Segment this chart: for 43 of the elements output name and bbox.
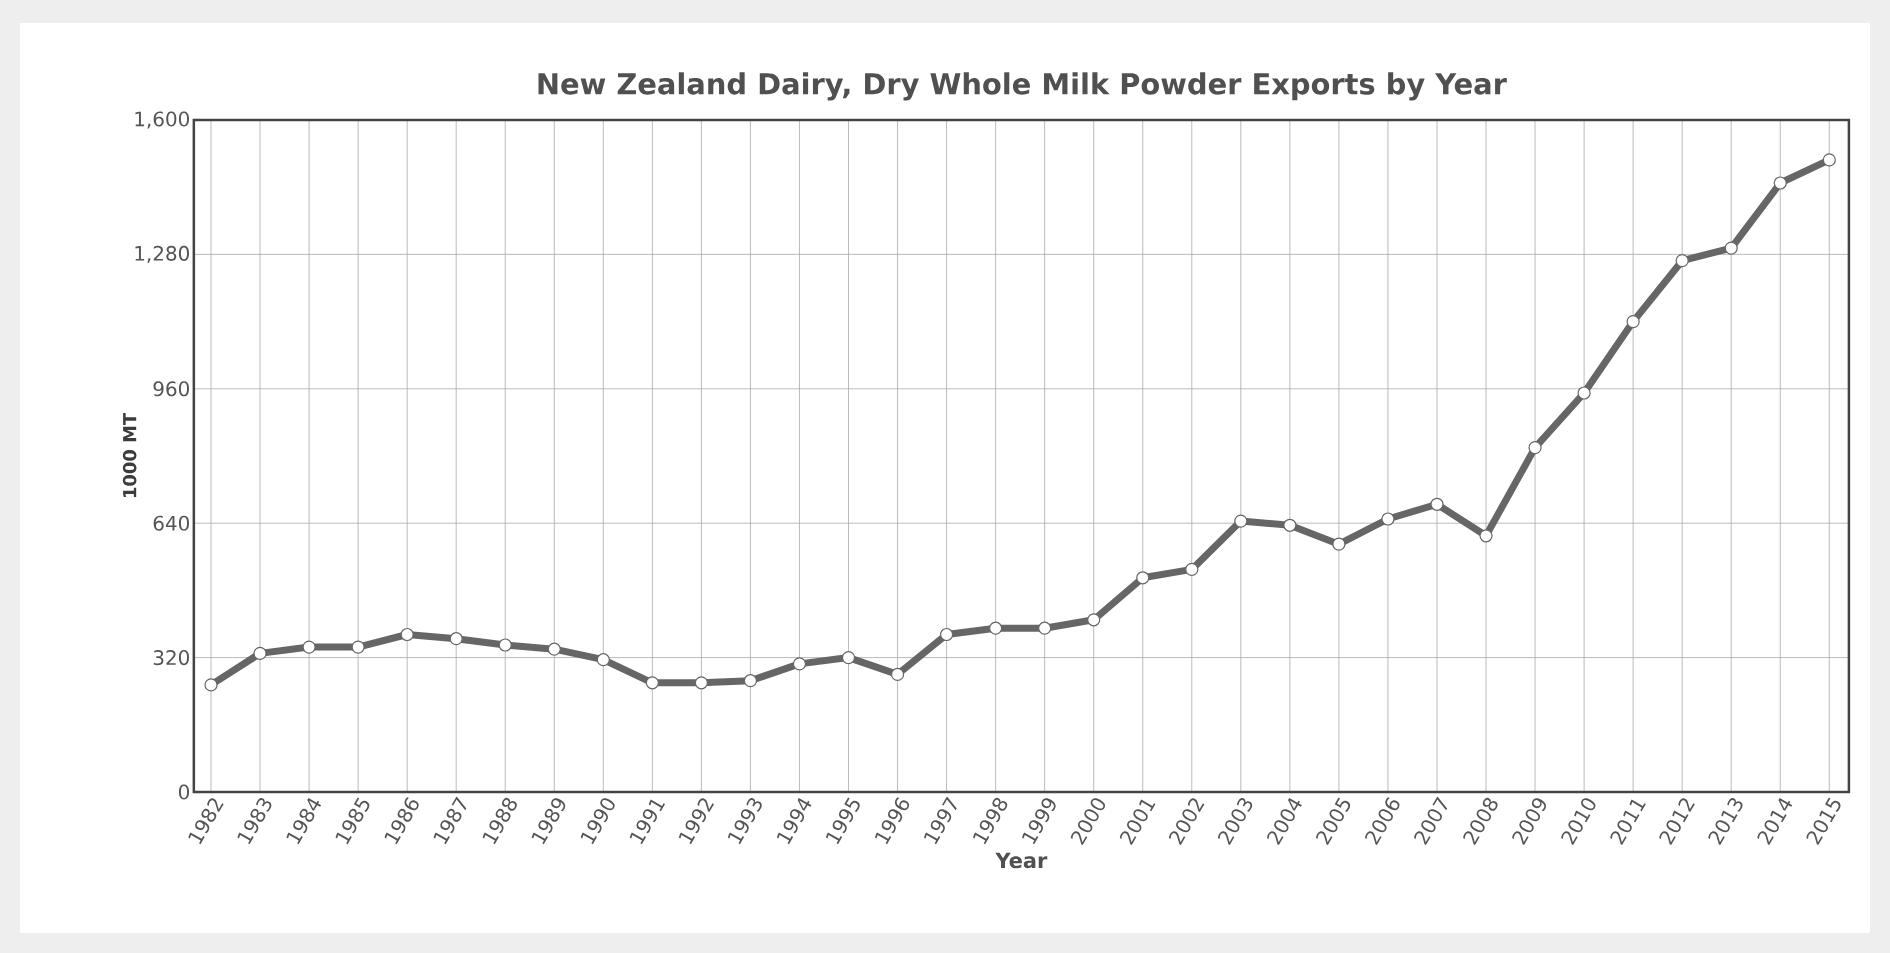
point [1332,537,1346,551]
point [204,678,218,692]
y-tick-label: 960 [153,381,189,397]
y-tick-label: 0 [178,784,189,800]
point [1087,613,1101,627]
point [1822,153,1836,167]
point [645,676,659,690]
point [498,638,512,652]
y-tick-label: 320 [153,650,189,666]
point [1136,571,1150,585]
point [1773,176,1787,190]
point [1724,241,1738,255]
y-tick-label: 640 [153,515,189,531]
point [1234,514,1248,528]
x-axis-title: Year [995,852,1048,869]
y-tick-label: 1,600 [135,111,189,129]
chart-title: New Zealand Dairy, Dry Whole Milk Powder Exports by Year [538,72,1507,101]
point [1381,512,1395,526]
point [400,627,414,642]
point [1675,254,1689,268]
y-axis-title: 1000 MT [122,412,137,498]
point [596,653,610,667]
point [1528,440,1542,455]
point [449,632,463,646]
point [743,674,758,688]
point [547,642,561,656]
point [939,627,954,642]
point [1577,386,1591,400]
point [1626,314,1640,329]
y-tick-label: 1,280 [135,245,189,263]
point [792,657,807,671]
point [1430,497,1444,511]
point [1479,529,1493,543]
point [253,646,267,660]
point [989,621,1003,635]
point [1283,518,1297,532]
point [351,640,365,654]
point [302,640,316,654]
point [1185,562,1199,576]
point [694,676,708,690]
point [1038,621,1052,635]
point [890,667,905,681]
point [841,650,856,665]
